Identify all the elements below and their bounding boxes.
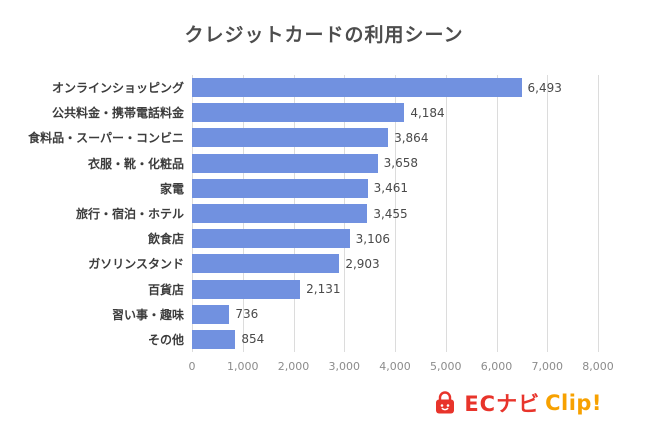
x-tick-label: 8,000 [582, 360, 614, 373]
x-tick-label: 4,000 [379, 360, 411, 373]
bar-row: 3,106 [192, 226, 598, 251]
bar-value-label: 6,493 [527, 80, 562, 95]
category-label: 旅行・宿泊・ホテル [75, 207, 184, 222]
bar [192, 153, 378, 173]
bar-value-label: 3,461 [373, 181, 408, 196]
logo-brand-text: ECナビ [464, 392, 541, 416]
gridline [547, 75, 549, 352]
category-label: 衣服・靴・化粧品 [87, 156, 184, 171]
shopping-bag-icon [431, 389, 459, 417]
bar [192, 204, 368, 224]
bar-row: 3,658 [192, 151, 598, 176]
bar-value-label: 4,184 [410, 105, 445, 120]
category-label: 公共料金・携帯電話料金 [51, 106, 184, 121]
category-label: オンラインショッピング [51, 81, 184, 96]
x-tick-label: 7,000 [531, 360, 564, 373]
bar-value-label: 3,106 [355, 231, 390, 246]
category-label: その他 [147, 332, 184, 347]
bar-row: 2,903 [192, 251, 598, 276]
x-tick-label: 1,000 [227, 360, 259, 373]
bar-value-label: 854 [241, 332, 265, 347]
gridline [496, 75, 498, 352]
x-tick-label: 0 [188, 360, 196, 373]
gridline [395, 75, 396, 352]
ecnavi-clip-logo: ECナビ Clip! [431, 388, 602, 418]
bar [192, 178, 368, 198]
category-axis: オンラインショッピング 公共料金・携帯電話料金食料品・スーパー・コンビニ衣服・靴・… [8, 75, 184, 352]
bar [192, 329, 236, 349]
bar-row: 6,493 [192, 75, 598, 100]
bar-value-label: 736 [235, 307, 259, 322]
bar-row: 736 [192, 302, 598, 327]
gridline [445, 75, 447, 352]
bar-row: 4,184 [192, 100, 598, 125]
bar [192, 254, 340, 274]
chart-title: クレジットカードの利用シーン [184, 24, 464, 46]
bar-value-label: 2,903 [345, 256, 380, 271]
bar [192, 279, 301, 299]
x-tick-label: 2,000 [277, 360, 310, 373]
gridline [598, 75, 599, 352]
category-label: ガソリンスタンド [88, 257, 184, 272]
bar-value-label: 3,455 [373, 206, 408, 221]
bar-row: 854 [192, 327, 598, 352]
category-label: 百貨店 [147, 282, 184, 297]
bar [192, 128, 389, 148]
bar-value-label: 2,131 [306, 282, 341, 297]
category-label: 習い事・趣味 [111, 307, 184, 322]
bar [192, 229, 350, 249]
bar-row: 3,461 [192, 176, 598, 201]
bar [192, 304, 230, 324]
category-label: 食料品・スーパー・コンビニ [28, 131, 184, 146]
category-label: 家電 [159, 181, 184, 196]
bar-row: 3,455 [192, 201, 598, 226]
bar-row: 2,131 [192, 277, 598, 302]
bar-value-label: 3,658 [383, 156, 418, 171]
x-tick-label: 5,000 [430, 360, 462, 373]
bar-value-label: 3,864 [394, 130, 429, 145]
x-axis: 0 1,000 2,000 3,000 4,000 5,000 6,000 7,000 8,00… [188, 360, 614, 376]
plot-area: 6,493 4,184 3,864 3,658 3,461 3,455 3,106 2,903… [192, 75, 599, 352]
x-tick-label: 3,000 [328, 360, 361, 373]
x-tick-label: 6,000 [480, 360, 513, 373]
bar [192, 103, 405, 123]
category-label: 飲食店 [147, 232, 184, 247]
bar-row: 3,864 [192, 125, 598, 150]
bar-rows: 6,493 4,184 3,864 3,658 3,461 3,455 3,106 2,903… [192, 75, 598, 352]
logo-suffix-text: Clip! [545, 391, 602, 415]
bar [192, 78, 522, 98]
